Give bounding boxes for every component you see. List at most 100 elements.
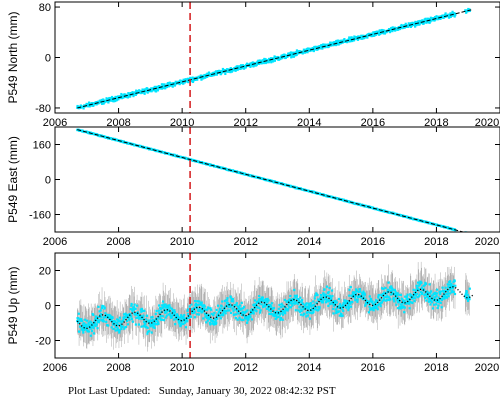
data-point [90, 321, 93, 324]
data-point [383, 32, 386, 35]
data-point [279, 57, 283, 60]
data-point [438, 300, 441, 304]
data-point [191, 311, 195, 315]
data-point [125, 95, 128, 99]
data-point [366, 36, 369, 39]
data-point [295, 301, 298, 304]
data-point [394, 290, 397, 293]
data-point [279, 316, 283, 319]
data-point [310, 305, 313, 308]
data-point [165, 85, 169, 88]
data-point [414, 25, 417, 28]
data-point [226, 68, 229, 71]
data-point [245, 310, 248, 313]
data-point [377, 293, 380, 297]
data-point [198, 303, 202, 306]
data-point [233, 313, 236, 316]
data-point [240, 301, 243, 304]
data-point [164, 306, 168, 309]
data-point [216, 304, 220, 307]
data-point [245, 315, 248, 318]
data-point [378, 29, 381, 32]
data-point [129, 95, 132, 98]
data-point [414, 294, 418, 297]
data-point [254, 309, 257, 312]
data-point [80, 319, 84, 323]
data-point [175, 313, 179, 316]
data-point [213, 323, 216, 326]
data-point [468, 295, 471, 298]
data-point [110, 99, 113, 102]
data-point [117, 318, 120, 322]
data-point [154, 319, 157, 322]
data-point [328, 286, 331, 290]
data-point [153, 85, 157, 89]
data-point [149, 319, 152, 322]
data-point [267, 61, 270, 64]
data-point [284, 312, 287, 315]
y-axis-label: P549 East (mm) [6, 136, 20, 223]
data-point [334, 43, 338, 47]
data-point [254, 305, 257, 308]
data-point [343, 302, 347, 305]
data-point [277, 315, 280, 319]
data-point [78, 330, 81, 333]
data-point [309, 303, 312, 306]
data-point [447, 283, 451, 286]
data-point [158, 304, 161, 307]
data-point [446, 292, 449, 296]
data-point [302, 314, 305, 317]
model-fit-line [76, 286, 474, 330]
data-point [411, 21, 414, 24]
data-point [131, 308, 134, 312]
data-point [323, 288, 326, 291]
data-point [174, 323, 177, 326]
data-point [397, 298, 401, 301]
data-point [379, 303, 382, 306]
data-point [216, 315, 219, 318]
data-point [406, 298, 409, 301]
data-point [200, 74, 203, 78]
x-tick-label: 2016 [361, 362, 385, 374]
data-point [466, 299, 470, 302]
data-point [251, 64, 254, 67]
data-point [265, 299, 268, 302]
data-point [229, 311, 233, 315]
data-point [441, 14, 444, 17]
data-point [227, 69, 230, 73]
data-point [274, 312, 277, 315]
data-point [109, 314, 112, 318]
data-point [232, 300, 235, 303]
data-point [162, 305, 165, 308]
data-point [312, 310, 315, 314]
y-axis-label: P549 Up (mm) [6, 266, 20, 344]
data-point [423, 289, 426, 292]
data-point [349, 38, 352, 41]
data-point [348, 40, 351, 43]
data-point [178, 316, 182, 319]
data-point [148, 323, 151, 326]
data-point [216, 317, 219, 320]
data-point [368, 295, 371, 298]
data-point [434, 295, 437, 299]
data-point [283, 310, 286, 313]
data-point [298, 305, 301, 308]
data-point [424, 282, 428, 286]
data-point [371, 300, 374, 303]
data-point [391, 26, 394, 29]
data-point [126, 323, 130, 326]
data-point [240, 313, 244, 316]
data-point [260, 299, 263, 303]
data-point [388, 298, 391, 302]
model-fit-line [77, 8, 474, 109]
data-point [270, 61, 273, 64]
data-point [259, 309, 262, 312]
data-point [345, 306, 348, 309]
data-point [328, 294, 331, 297]
data-point [444, 12, 447, 15]
data-point [427, 294, 430, 297]
data-point [181, 320, 184, 323]
data-point [249, 312, 252, 316]
data-point [395, 296, 398, 299]
